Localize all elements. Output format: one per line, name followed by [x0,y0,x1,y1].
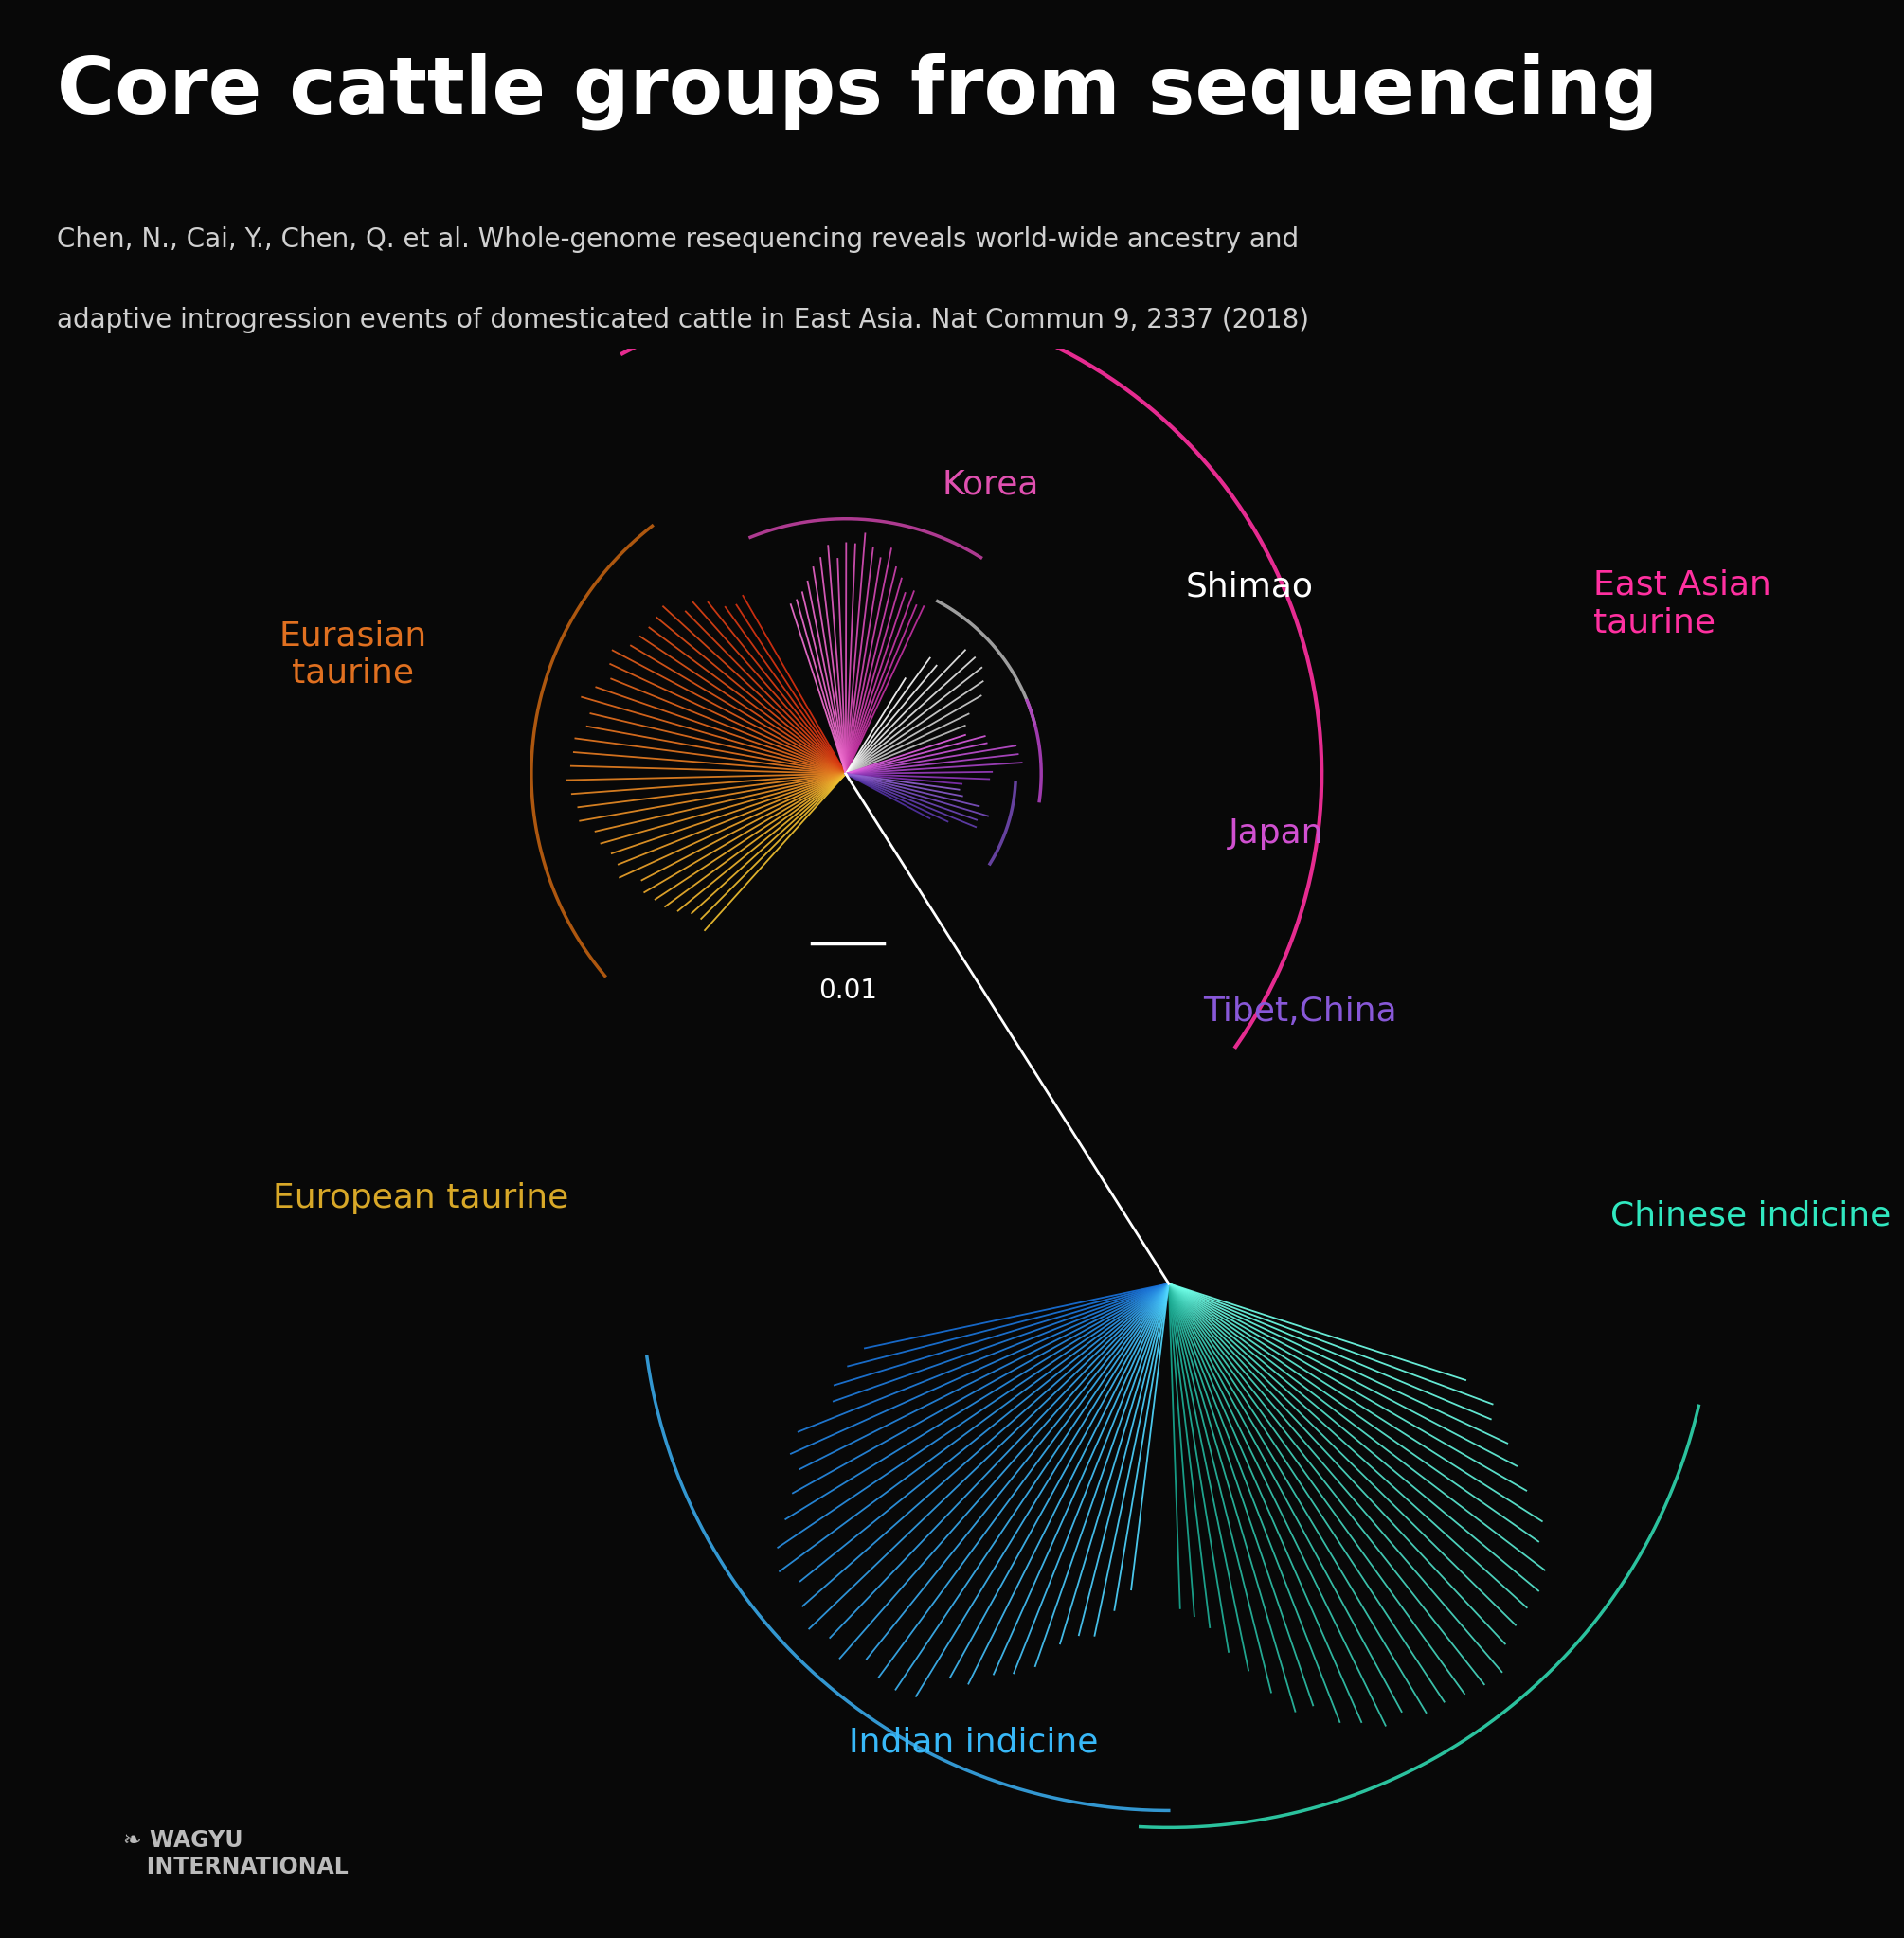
Text: ❧ WAGYU
   INTERNATIONAL: ❧ WAGYU INTERNATIONAL [124,1829,348,1878]
Text: Chen, N., Cai, Y., Chen, Q. et al. Whole-genome resequencing reveals world-wide : Chen, N., Cai, Y., Chen, Q. et al. Whole… [57,227,1299,254]
Text: Core cattle groups from sequencing: Core cattle groups from sequencing [57,52,1658,130]
Text: adaptive introgression events of domesticated cattle in East Asia. Nat Commun 9,: adaptive introgression events of domesti… [57,306,1310,333]
Text: European taurine: European taurine [272,1182,569,1215]
Text: Japan: Japan [1228,818,1323,849]
Text: Korea: Korea [942,469,1040,500]
Text: Tibet,China: Tibet,China [1203,996,1396,1027]
Text: Shimao: Shimao [1186,570,1314,603]
Text: Eurasian
taurine: Eurasian taurine [278,620,426,690]
Text: 0.01: 0.01 [819,977,878,1004]
Text: East Asian
taurine: East Asian taurine [1594,570,1771,638]
Text: Chinese indicine: Chinese indicine [1611,1200,1891,1233]
Text: Indian indicine: Indian indicine [849,1727,1099,1758]
